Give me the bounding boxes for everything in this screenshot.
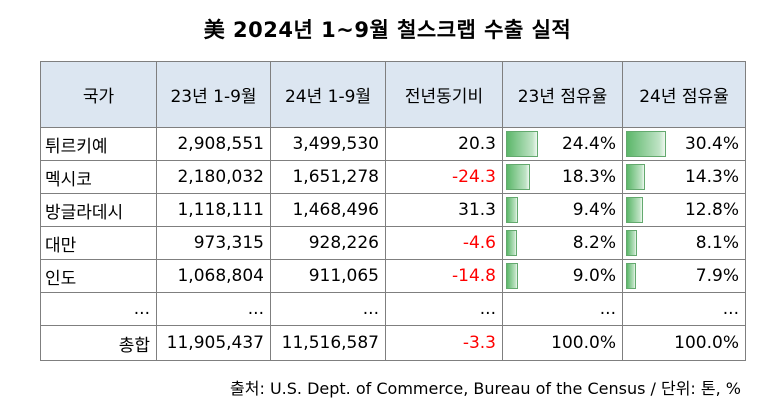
share-bar [626,131,667,157]
ellipsis-cell: ... [156,292,271,326]
share23-cell: 9.4% [502,193,623,227]
ellipsis-cell: ... [385,292,503,326]
share-value: 18.3% [561,167,616,187]
y23-cell: 1,068,804 [156,259,271,293]
total-y23: 11,905,437 [156,325,271,361]
share-value: 8.2% [572,233,616,253]
yoy-cell: -14.8 [385,259,503,293]
table-row: 튀르키예 2,908,551 3,499,530 20.3 24.4% 30.4% [40,127,746,161]
total-y24: 11,516,587 [270,325,386,361]
header-row: 국가 23년 1-9월 24년 1-9월 전년동기비 23년 점유율 24년 점… [40,61,746,128]
share23-cell: 9.0% [502,259,623,293]
share24-cell: 12.8% [622,193,746,227]
share-bar [506,197,519,223]
country-cell: 방글라데시 [40,193,157,227]
y24-cell: 911,065 [270,259,386,293]
share-value: 9.4% [572,200,616,220]
y24-cell: 1,651,278 [270,160,386,194]
header-share24: 24년 점유율 [622,61,746,128]
y23-cell: 2,180,032 [156,160,271,194]
share24-cell: 8.1% [622,226,746,260]
source-note: 출처: U.S. Dept. of Commerce, Bureau of th… [230,379,741,398]
ellipsis-row: ... ... ... ... ... ... [40,292,746,326]
country-cell: 대만 [40,226,157,260]
total-share24: 100.0% [622,325,746,361]
export-table: 국가 23년 1-9월 24년 1-9월 전년동기비 23년 점유율 24년 점… [40,61,746,361]
share-value: 8.1% [695,233,739,253]
table-body: 튀르키예 2,908,551 3,499,530 20.3 24.4% 30.4% 멕시코 2… [40,127,746,293]
share-bar [506,230,517,256]
y23-cell: 2,908,551 [156,127,271,161]
total-row: 총합 11,905,437 11,516,587 -3.3 100.0% 100… [40,325,746,361]
share-bar [506,263,518,289]
share24-cell: 7.9% [622,259,746,293]
y24-cell: 3,499,530 [270,127,386,161]
y24-cell: 928,226 [270,226,386,260]
share23-cell: 8.2% [502,226,623,260]
table-row: 대만 973,315 928,226 -4.6 8.2% 8.1% [40,226,746,260]
share-bar [626,230,637,256]
share24-cell: 30.4% [622,127,746,161]
share-value: 14.3% [684,167,739,187]
share-bar [626,197,643,223]
header-yoy: 전년동기비 [385,61,503,128]
yoy-cell: 31.3 [385,193,503,227]
country-cell: 튀르키예 [40,127,157,161]
share-value: 12.8% [684,200,739,220]
share-bar [626,263,637,289]
share24-cell: 14.3% [622,160,746,194]
share-bar [506,164,530,190]
share-value: 7.9% [695,266,739,286]
header-24: 24년 1-9월 [270,61,386,128]
y23-cell: 973,315 [156,226,271,260]
share23-cell: 24.4% [502,127,623,161]
share23-cell: 18.3% [502,160,623,194]
country-cell: 인도 [40,259,157,293]
y23-cell: 1,118,111 [156,193,271,227]
share-value: 24.4% [561,134,616,154]
header-23: 23년 1-9월 [156,61,271,128]
yoy-cell: -4.6 [385,226,503,260]
ellipsis-cell: ... [622,292,746,326]
header-share23: 23년 점유율 [502,61,623,128]
ellipsis-cell: ... [40,292,157,326]
ellipsis-cell: ... [270,292,386,326]
ellipsis-cell: ... [502,292,623,326]
total-yoy: -3.3 [385,325,503,361]
table-row: 멕시코 2,180,032 1,651,278 -24.3 18.3% 14.3% [40,160,746,194]
table-row: 인도 1,068,804 911,065 -14.8 9.0% 7.9% [40,259,746,293]
share-bar [626,164,645,190]
y24-cell: 1,468,496 [270,193,386,227]
total-share23: 100.0% [502,325,623,361]
country-cell: 멕시코 [40,160,157,194]
share-value: 9.0% [572,266,616,286]
header-country: 국가 [40,61,157,128]
table-title: 美 2024년 1~9월 철스크랩 수출 실적 [203,18,572,42]
total-label: 총합 [40,325,157,361]
yoy-cell: 20.3 [385,127,503,161]
yoy-cell: -24.3 [385,160,503,194]
table-row: 방글라데시 1,118,111 1,468,496 31.3 9.4% 12.8% [40,193,746,227]
share-bar [506,131,538,157]
share-value: 30.4% [684,134,739,154]
